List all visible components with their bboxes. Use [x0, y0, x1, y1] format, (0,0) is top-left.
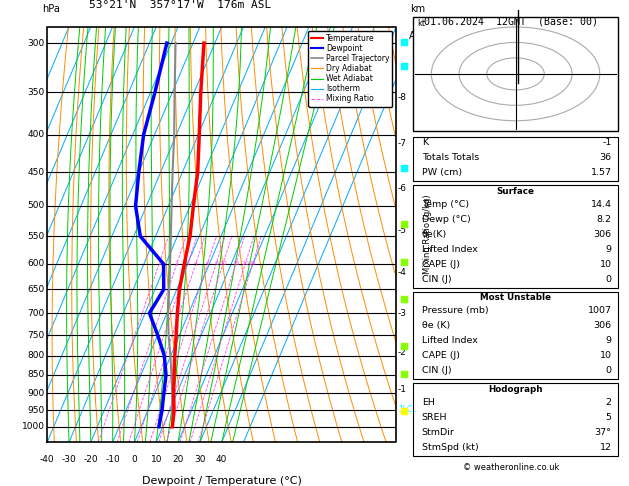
Text: 1.57: 1.57: [591, 168, 611, 177]
Text: 10: 10: [219, 261, 227, 266]
Bar: [413, 383, 618, 456]
Text: StmDir: StmDir: [422, 428, 455, 437]
Text: 1007: 1007: [587, 307, 611, 315]
Text: 0: 0: [131, 455, 137, 464]
Text: 2: 2: [175, 261, 179, 266]
Text: 30: 30: [194, 455, 206, 464]
Text: 300: 300: [27, 38, 45, 48]
Text: Hodograph: Hodograph: [488, 385, 543, 394]
Text: -7: -7: [398, 139, 407, 148]
Text: 1LCL: 1LCL: [398, 404, 416, 414]
Text: 10: 10: [599, 260, 611, 269]
Text: ASL: ASL: [408, 31, 426, 41]
Text: 900: 900: [27, 389, 45, 398]
Text: 450: 450: [28, 168, 45, 177]
Text: -5: -5: [398, 226, 407, 235]
Bar: [413, 292, 618, 379]
Text: 650: 650: [27, 285, 45, 294]
Text: 4: 4: [194, 261, 198, 266]
Text: © weatheronline.co.uk: © weatheronline.co.uk: [463, 463, 559, 471]
Text: 400: 400: [28, 130, 45, 139]
Text: 15: 15: [232, 261, 240, 266]
Text: Dewp (°C): Dewp (°C): [422, 215, 470, 224]
Text: 0: 0: [606, 275, 611, 284]
Text: 750: 750: [27, 330, 45, 340]
Legend: Temperature, Dewpoint, Parcel Trajectory, Dry Adiabat, Wet Adiabat, Isotherm, Mi: Temperature, Dewpoint, Parcel Trajectory…: [308, 31, 392, 106]
Text: 20: 20: [172, 455, 184, 464]
Text: 550: 550: [27, 232, 45, 241]
Text: -2: -2: [398, 347, 407, 357]
Text: -1: -1: [398, 385, 407, 394]
Text: 20: 20: [242, 261, 249, 266]
Text: 01.06.2024  12GMT  (Base: 00): 01.06.2024 12GMT (Base: 00): [424, 17, 598, 27]
Text: hPa: hPa: [42, 4, 60, 14]
Text: Totals Totals: Totals Totals: [422, 154, 479, 162]
Text: 850: 850: [27, 370, 45, 380]
Text: -40: -40: [40, 455, 55, 464]
Text: 12: 12: [599, 443, 611, 451]
Text: 14.4: 14.4: [591, 200, 611, 209]
Text: 1000: 1000: [21, 422, 45, 431]
Text: 700: 700: [27, 309, 45, 317]
Text: -1: -1: [602, 139, 611, 147]
Text: 25: 25: [249, 261, 257, 266]
Text: Dewpoint / Temperature (°C): Dewpoint / Temperature (°C): [142, 475, 302, 486]
Text: Temp (°C): Temp (°C): [422, 200, 469, 209]
Text: 53°21'N  357°17'W  176m ASL: 53°21'N 357°17'W 176m ASL: [89, 0, 271, 10]
Text: Lifted Index: Lifted Index: [422, 336, 477, 346]
Text: 0: 0: [606, 366, 611, 375]
Text: K: K: [422, 139, 428, 147]
Bar: [413, 185, 618, 288]
Text: 306: 306: [593, 230, 611, 239]
Text: 306: 306: [593, 321, 611, 330]
Text: StmSpd (kt): StmSpd (kt): [422, 443, 479, 451]
Text: Pressure (mb): Pressure (mb): [422, 307, 488, 315]
Text: -6: -6: [398, 184, 407, 192]
Text: 40: 40: [216, 455, 228, 464]
Text: 800: 800: [27, 351, 45, 360]
Bar: [413, 137, 618, 181]
Text: Lifted Index: Lifted Index: [422, 245, 477, 254]
Text: 500: 500: [27, 201, 45, 210]
Text: Mixing Ratio (g/kg): Mixing Ratio (g/kg): [423, 195, 432, 274]
Text: km: km: [410, 4, 425, 14]
Text: CIN (J): CIN (J): [422, 275, 452, 284]
Text: 37°: 37°: [594, 428, 611, 437]
Text: CIN (J): CIN (J): [422, 366, 452, 375]
Text: CAPE (J): CAPE (J): [422, 260, 460, 269]
Text: 950: 950: [27, 406, 45, 415]
Text: 1: 1: [157, 261, 161, 266]
Text: 2: 2: [606, 398, 611, 407]
Text: PW (cm): PW (cm): [422, 168, 462, 177]
Text: EH: EH: [422, 398, 435, 407]
Text: 9: 9: [606, 245, 611, 254]
Text: -30: -30: [62, 455, 76, 464]
Text: 9: 9: [606, 336, 611, 346]
Text: kt: kt: [417, 19, 425, 28]
Text: 3: 3: [186, 261, 190, 266]
Text: Surface: Surface: [496, 187, 535, 196]
Text: Most Unstable: Most Unstable: [480, 294, 551, 302]
Text: CAPE (J): CAPE (J): [422, 351, 460, 360]
Text: -8: -8: [398, 93, 407, 102]
Text: θe (K): θe (K): [422, 321, 450, 330]
Text: 600: 600: [27, 260, 45, 268]
Text: 8: 8: [214, 261, 218, 266]
Text: 36: 36: [599, 154, 611, 162]
Text: -10: -10: [105, 455, 120, 464]
Text: θe(K): θe(K): [422, 230, 447, 239]
Text: 8.2: 8.2: [596, 215, 611, 224]
Text: 10: 10: [599, 351, 611, 360]
Text: 6: 6: [206, 261, 209, 266]
Text: 10: 10: [150, 455, 162, 464]
Text: -20: -20: [84, 455, 98, 464]
Text: -3: -3: [398, 309, 407, 317]
Text: SREH: SREH: [422, 413, 447, 422]
Text: 350: 350: [27, 87, 45, 97]
Text: -4: -4: [398, 268, 407, 277]
Text: 5: 5: [606, 413, 611, 422]
Bar: [413, 17, 618, 131]
